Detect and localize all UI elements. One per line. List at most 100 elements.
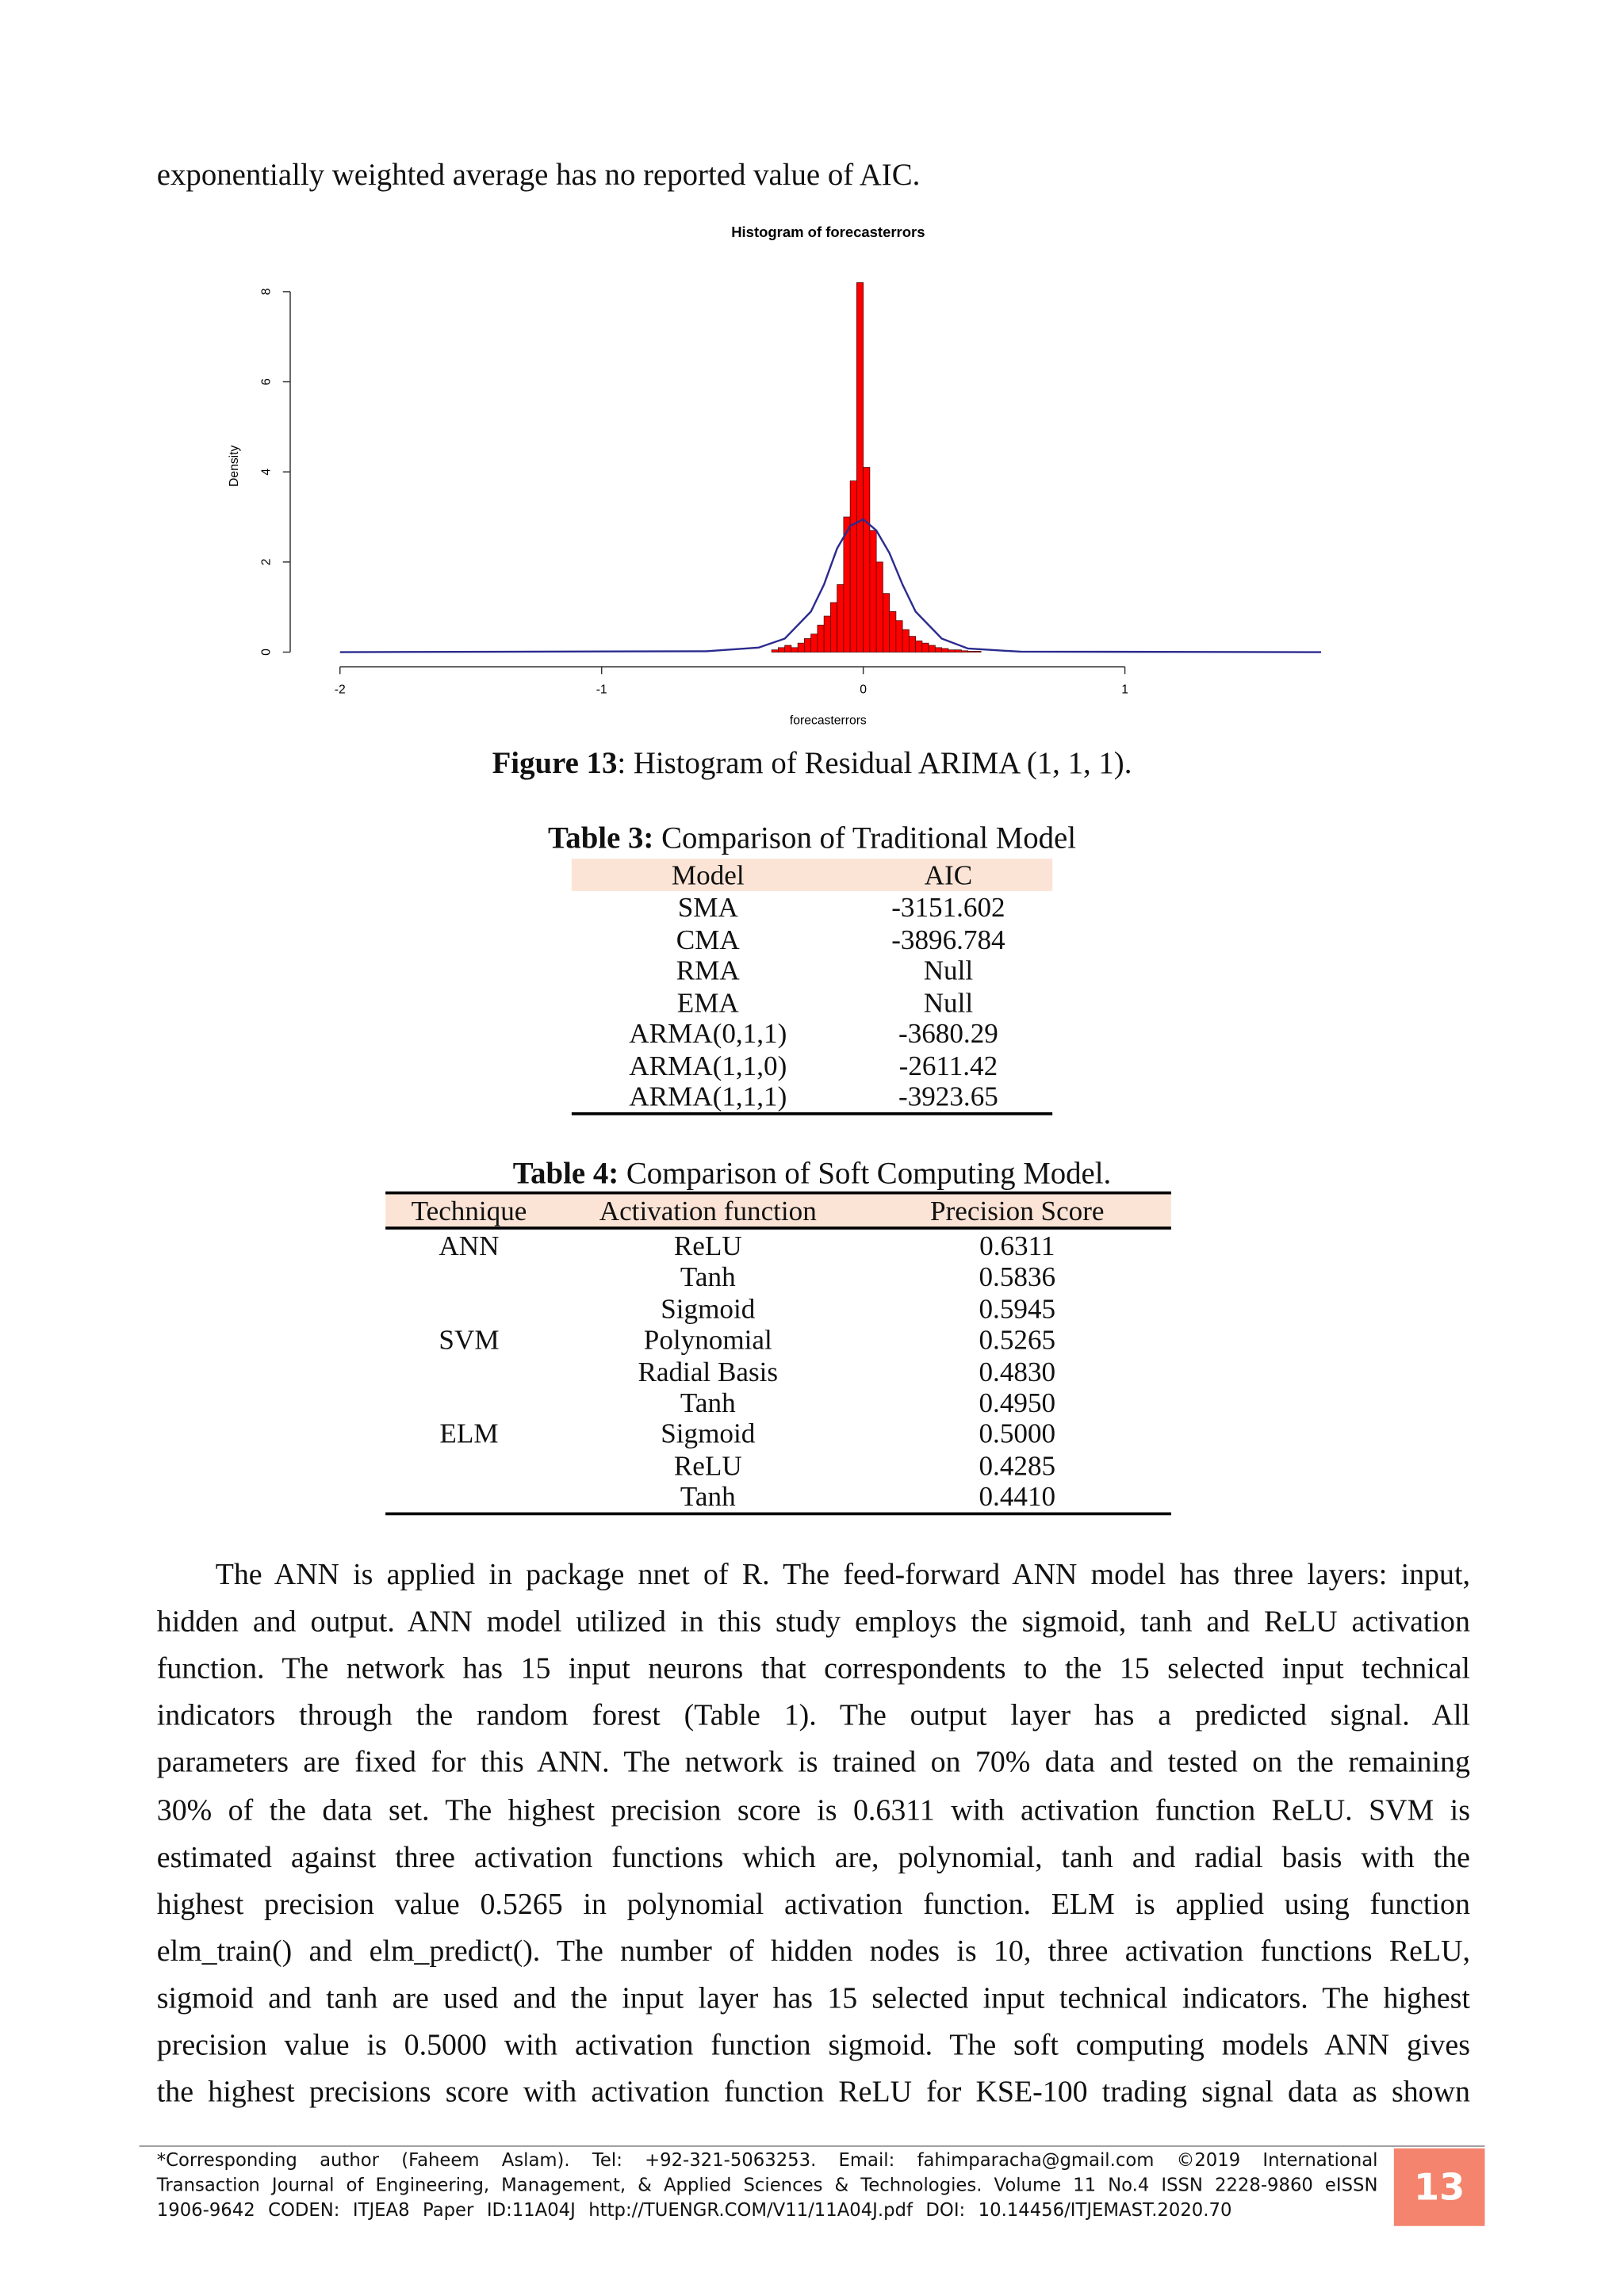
table-label: Table 4: xyxy=(512,1155,619,1191)
intro-line: exponentially weighted average has no re… xyxy=(156,156,921,193)
histogram-bar xyxy=(823,615,831,652)
paragraph-line: function. The network has 15 input neuro… xyxy=(156,1653,1470,1686)
histogram-bar xyxy=(902,629,910,652)
table-title: Table 4: Comparison of Soft Computing Mo… xyxy=(513,1158,1111,1189)
table-cell: ARMA(1,1,0) xyxy=(629,1050,787,1082)
histogram-bar xyxy=(948,649,956,652)
paragraph-line: sigmoid and tanh are used and the input … xyxy=(156,1982,1470,2015)
histogram-bar xyxy=(915,640,923,652)
header-cell: AIC xyxy=(924,860,973,892)
x-tick-label: -2 xyxy=(335,683,346,697)
table-cell: Tanh xyxy=(680,1483,736,1513)
histogram-bar xyxy=(837,584,845,652)
table-cell: 0.4950 xyxy=(979,1388,1056,1420)
x-axis-label: forecasterrors xyxy=(790,714,867,728)
table-title-text: Comparison of Soft Computing Model. xyxy=(619,1155,1112,1191)
histogram-bar xyxy=(935,647,942,652)
table-cell: Sigmoid xyxy=(661,1294,756,1326)
table-rule xyxy=(385,1512,1171,1516)
paragraph-line: The ANN is applied in package nnet of R.… xyxy=(215,1559,1470,1592)
paragraph-line: elm_train() and elm_predict(). The numbe… xyxy=(156,1935,1470,1969)
paragraph-line: highest precision value 0.5265 in polyno… xyxy=(156,1888,1470,1921)
table-rule xyxy=(385,1191,1171,1195)
header-cell: Activation function xyxy=(599,1196,817,1228)
table-cell: 0.4830 xyxy=(979,1357,1056,1388)
table-cell: ReLU xyxy=(673,1451,742,1483)
table-cell: ARMA(1,1,1) xyxy=(629,1082,787,1113)
table-cell: -2611.42 xyxy=(898,1050,998,1082)
histogram-bar xyxy=(869,530,877,652)
y-tick-label: 6 xyxy=(260,378,274,385)
table-cell: Null xyxy=(923,987,974,1019)
histogram-bar xyxy=(960,650,968,652)
figure-caption: Figure 13: Histogram of Residual ARIMA (… xyxy=(492,748,1132,779)
table-cell: SMA xyxy=(677,893,738,924)
header-cell: Model xyxy=(671,860,745,892)
header-cell: Precision Score xyxy=(930,1196,1105,1228)
page-number: 13 xyxy=(1393,2148,1485,2226)
histogram-bar xyxy=(791,647,799,652)
y-tick-label: 0 xyxy=(260,649,274,656)
y-tick-label: 4 xyxy=(260,469,274,476)
histogram-bar xyxy=(778,647,786,652)
footer-line: Transaction Journal of Engineering, Mana… xyxy=(156,2175,1378,2195)
table-cell: CMA xyxy=(676,924,740,956)
table-rule xyxy=(571,1112,1053,1115)
histogram-bar xyxy=(771,649,779,652)
table-cell: Null xyxy=(923,956,974,987)
table-rule xyxy=(385,1226,1171,1230)
histogram-bar xyxy=(921,642,929,652)
histogram-bar xyxy=(817,625,825,652)
table-cell: ReLU xyxy=(673,1231,742,1263)
table-cell: Tanh xyxy=(680,1263,736,1294)
y-tick-label: 8 xyxy=(260,288,274,295)
histogram-bar xyxy=(974,651,982,652)
x-tick-label: 1 xyxy=(1121,683,1128,697)
histogram-bar xyxy=(784,645,792,652)
y-tick-label: 2 xyxy=(260,559,274,566)
histogram-bar xyxy=(856,282,864,652)
table-cell: -3680.29 xyxy=(898,1019,998,1050)
y-axis-label: Density xyxy=(228,445,241,487)
table-cell: SVM xyxy=(439,1326,500,1357)
table-cell: 0.5836 xyxy=(979,1263,1056,1294)
histogram-bar xyxy=(909,636,916,652)
x-tick-label: 0 xyxy=(860,683,867,697)
table-cell: ELM xyxy=(439,1419,499,1451)
table-cell: EMA xyxy=(676,987,739,1019)
header-background xyxy=(385,1194,1171,1228)
table-cell: Sigmoid xyxy=(661,1419,756,1451)
table-cell: ANN xyxy=(439,1231,500,1263)
histogram-bar xyxy=(810,633,818,652)
table-cell: 0.5000 xyxy=(979,1419,1056,1451)
histogram-bar xyxy=(954,649,962,652)
caption-label: Figure 13 xyxy=(492,744,618,781)
table-cell: Radial Basis xyxy=(638,1357,779,1388)
table-cell: Tanh xyxy=(680,1388,736,1420)
histogram-bar xyxy=(849,480,857,652)
footer-line: 1906-9642 CODEN: ITJEA8 Paper ID:11A04J … xyxy=(156,2199,1232,2221)
histogram-bar xyxy=(928,645,936,652)
table-cell: 0.4285 xyxy=(979,1451,1056,1483)
histogram-bar xyxy=(889,611,897,652)
paragraph-line: estimated against three activation funct… xyxy=(156,1841,1470,1874)
histogram-bar xyxy=(875,561,883,652)
header-cell: Technique xyxy=(411,1196,527,1228)
histogram-bar xyxy=(967,651,975,652)
histogram-bar xyxy=(797,642,805,652)
histogram-bar xyxy=(941,648,949,652)
histogram-bar xyxy=(895,620,903,652)
table-cell: -3896.784 xyxy=(891,924,1005,956)
table-cell: ARMA(0,1,1) xyxy=(629,1019,787,1050)
density-curve xyxy=(339,518,1322,653)
paragraph-line: precision value is 0.5000 with activatio… xyxy=(156,2030,1470,2062)
paragraph-line: parameters are fixed for this ANN. The n… xyxy=(156,1747,1470,1780)
paragraph-line: 30% of the data set. The highest precisi… xyxy=(156,1794,1470,1827)
table-cell: RMA xyxy=(676,956,740,987)
table-cell: 0.4410 xyxy=(979,1483,1056,1513)
table-label: Table 3: xyxy=(547,820,654,855)
header-background xyxy=(571,859,1053,891)
histogram-bar xyxy=(804,638,812,652)
